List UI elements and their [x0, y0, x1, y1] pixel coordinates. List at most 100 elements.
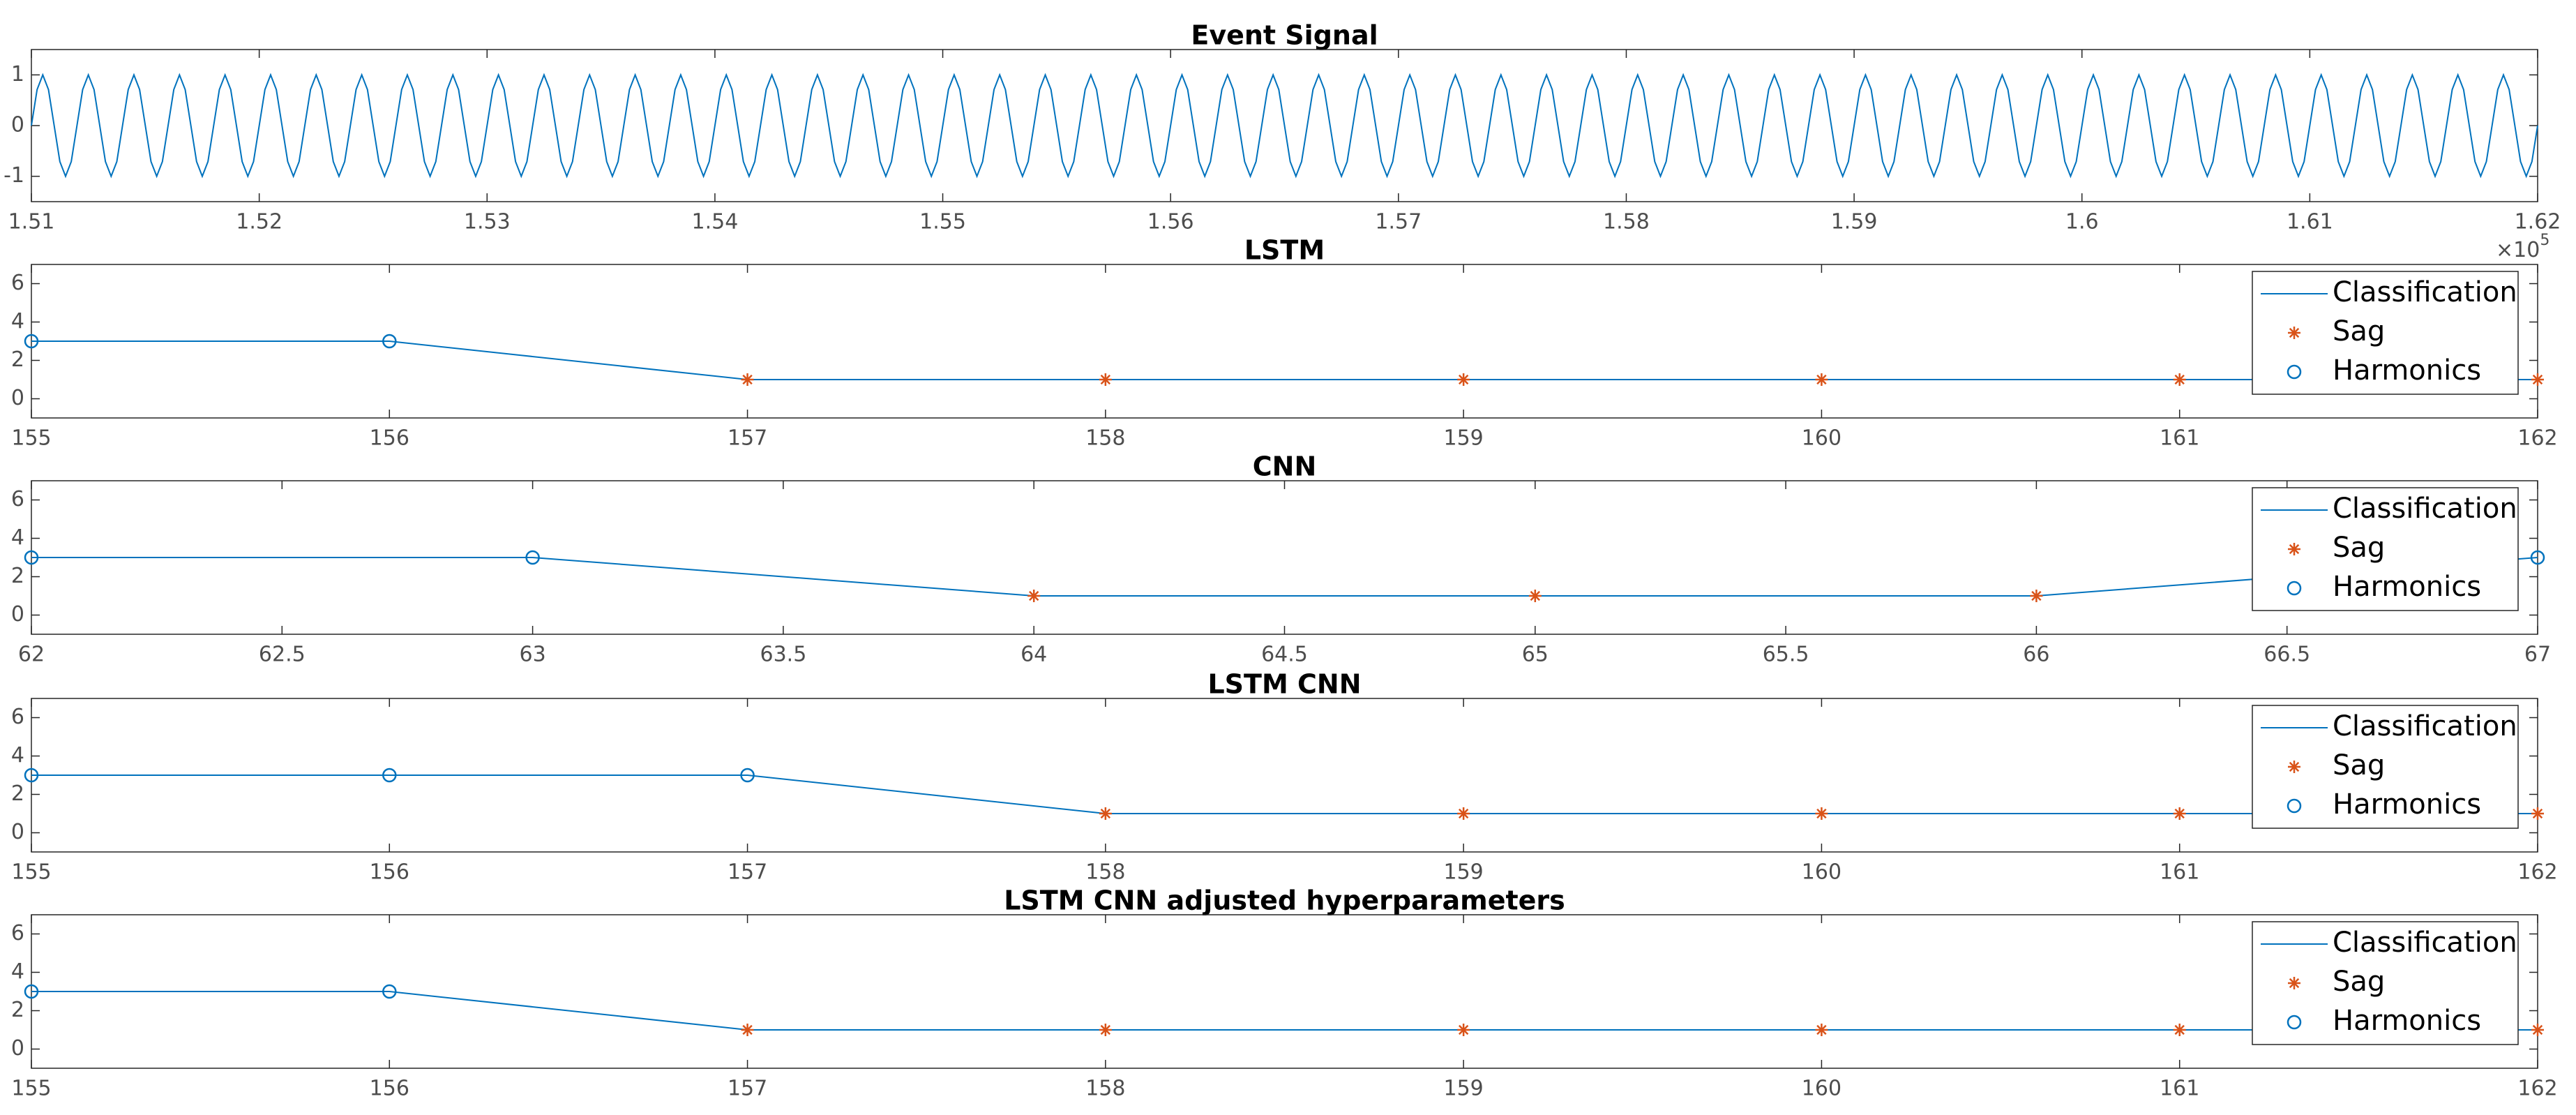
x-tick-label: 158: [1085, 1077, 1125, 1101]
series-line: [31, 991, 2538, 1031]
y-tick-label: 2: [11, 347, 24, 372]
sag-marker: [1457, 1024, 1470, 1036]
x-tick-label: 1.57: [1375, 210, 1422, 234]
x-tick-label: 62.5: [259, 643, 306, 667]
sag-marker: [1815, 1024, 1828, 1036]
y-tick-label: 2: [11, 564, 24, 588]
harmonics-marker: [24, 550, 39, 565]
x-tick-label: 66: [2023, 643, 2049, 667]
legend: Classification Sag Harmonics: [2252, 921, 2519, 1045]
x-tick-label: 1.59: [1831, 210, 1878, 234]
y-tick-label: 4: [11, 525, 24, 550]
x-tick-label: 155: [11, 1077, 51, 1101]
legend: Classification Sag Harmonics: [2252, 705, 2519, 829]
x-tick-label: 158: [1085, 860, 1125, 885]
harmonics-marker: [24, 768, 39, 783]
x-tick-label: 162: [2517, 860, 2557, 885]
y-tick-label: 6: [11, 705, 24, 729]
x-tick-label: 160: [1802, 860, 1841, 885]
y-tick-label: 2: [11, 998, 24, 1022]
asterisk-stroke: [2532, 808, 2543, 819]
y-tick-label: 0: [11, 602, 24, 627]
legend-item: Sag: [2288, 315, 2385, 347]
asterisk-stroke: [1816, 374, 1827, 385]
legend-label: Classification: [2333, 276, 2517, 308]
legend-item: Sag: [2288, 749, 2385, 781]
asterisk-stroke: [1029, 590, 1039, 601]
x-tick-label: 161: [2160, 860, 2199, 885]
sag-marker: [1457, 807, 1470, 820]
sag-marker: [1099, 807, 1112, 820]
legend-marker: [2288, 327, 2300, 339]
asterisk-stroke: [1100, 374, 1111, 385]
asterisk-stroke: [1816, 808, 1827, 819]
x-tick-label: 158: [1085, 426, 1125, 451]
asterisk-stroke: [2289, 327, 2300, 338]
x-tick-label: 62: [18, 643, 45, 667]
x-tick-label: 1.53: [464, 210, 511, 234]
asterisk-stroke: [2289, 761, 2300, 772]
legend-label: Harmonics: [2333, 571, 2481, 603]
y-tick-label: 4: [11, 959, 24, 984]
x-tick-label: 63.5: [760, 643, 807, 667]
asterisk-stroke: [2289, 978, 2300, 989]
asterisk-stroke: [2289, 544, 2300, 555]
series-line: [31, 774, 2538, 814]
harmonics-marker: [24, 334, 39, 349]
sag-marker: [2173, 373, 2186, 386]
y-tick-label: 4: [11, 743, 24, 768]
legend-label: Harmonics: [2333, 1005, 2481, 1037]
asterisk-stroke: [742, 374, 753, 385]
asterisk-stroke: [1458, 374, 1469, 385]
y-tick-label: 0: [11, 113, 24, 137]
harmonics-marker: [24, 984, 39, 999]
asterisk-stroke: [1530, 590, 1540, 601]
legend-label: Sag: [2333, 532, 2385, 564]
x-tick-label: 156: [370, 426, 409, 451]
x-tick-label: 159: [1444, 1077, 1484, 1101]
asterisk-stroke: [1816, 1024, 1827, 1035]
asterisk-stroke: [742, 1024, 753, 1035]
legend-item: Classification: [2261, 710, 2517, 742]
x-tick-label: 159: [1444, 860, 1484, 885]
y-tick-label: 0: [11, 1036, 24, 1061]
x-tick-label: 162: [2517, 1077, 2557, 1101]
sag-marker: [2531, 1024, 2544, 1036]
x-tick-label: 160: [1802, 1077, 1841, 1101]
x-tick-label: 156: [370, 860, 409, 885]
sag-marker: [1528, 590, 1542, 602]
subplot-title: LSTM: [1244, 235, 1325, 266]
x-tick-label: 155: [11, 860, 51, 885]
legend-label: Harmonics: [2333, 788, 2481, 821]
x-tick-label: 1.58: [1603, 210, 1650, 234]
x-tick-label: 67: [2524, 643, 2551, 667]
x-tick-label: 162: [2517, 426, 2557, 451]
y-tick-label: 6: [11, 487, 24, 511]
legend-item: Classification: [2261, 276, 2517, 308]
x-tick-label: 63: [520, 643, 546, 667]
x-tick-label: 64: [1020, 643, 1047, 667]
asterisk-stroke: [1458, 1024, 1469, 1035]
legend-item: Harmonics: [2287, 571, 2481, 603]
x-tick-label: 157: [728, 1077, 767, 1101]
x-tick-label: 160: [1802, 426, 1841, 451]
x-tick-label: 66.5: [2264, 643, 2310, 667]
x-tick-label: 1.61: [2287, 210, 2333, 234]
asterisk-stroke: [2532, 374, 2543, 385]
y-tick-label: 0: [11, 386, 24, 410]
y-tick-label: 2: [11, 781, 24, 806]
x-exponent: ×105: [2496, 232, 2549, 262]
asterisk-stroke: [2174, 1024, 2185, 1035]
series-line: [31, 73, 2538, 179]
x-tick-label: 65.5: [1763, 643, 1809, 667]
sag-marker: [2030, 590, 2043, 602]
harmonics-marker: [2530, 550, 2545, 565]
series-line: [31, 341, 2538, 380]
y-tick-label: -1: [3, 163, 24, 188]
legend-item: Harmonics: [2287, 1005, 2481, 1037]
harmonics-marker: [382, 768, 397, 783]
y-tick-label: 4: [11, 309, 24, 334]
x-tick-label: 161: [2160, 1077, 2199, 1101]
